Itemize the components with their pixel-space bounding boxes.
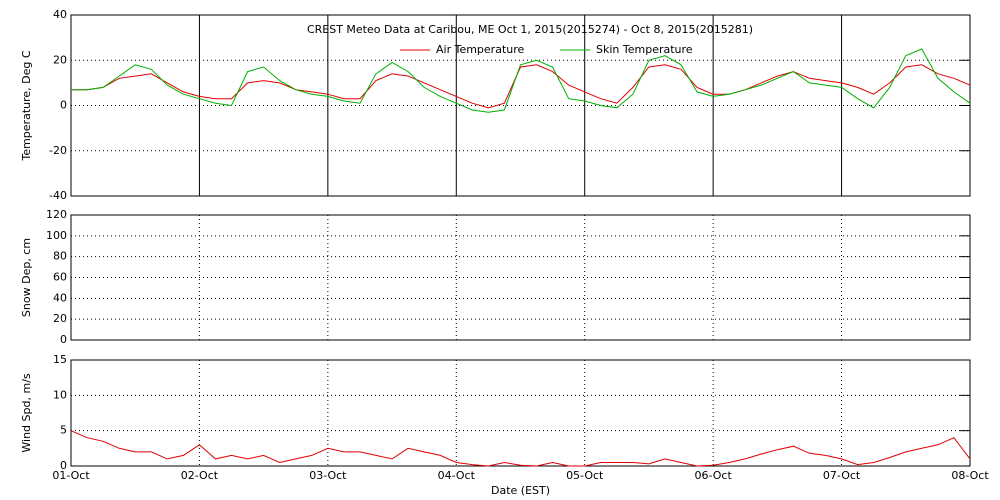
y-tick-label: 20 [53, 312, 67, 325]
y-tick-label: 40 [53, 291, 67, 304]
y-tick-label: 100 [46, 229, 67, 242]
x-tick-label: 03-Oct [309, 469, 347, 482]
y-axis-label: Temperature, Deg C [20, 50, 33, 161]
y-tick-label: 80 [53, 250, 67, 263]
y-tick-label: 0 [60, 333, 67, 346]
x-tick-label: 06-Oct [694, 469, 732, 482]
y-tick-label: 0 [60, 459, 67, 472]
y-tick-label: 120 [46, 208, 67, 221]
x-tick-label: 08-Oct [951, 469, 989, 482]
y-tick-label: 10 [53, 388, 67, 401]
legend-label: Air Temperature [436, 43, 525, 56]
y-tick-label: 40 [53, 8, 67, 21]
x-tick-label: 02-Oct [181, 469, 219, 482]
y-tick-label: 5 [60, 424, 67, 437]
chart-title: CREST Meteo Data at Caribou, ME Oct 1, 2… [307, 23, 753, 36]
y-tick-label: -40 [49, 189, 67, 202]
x-tick-label: 01-Oct [52, 469, 90, 482]
x-tick-label: 05-Oct [566, 469, 604, 482]
y-tick-label: 0 [60, 99, 67, 112]
plot-frame [70, 14, 971, 197]
x-tick-label: 04-Oct [438, 469, 476, 482]
plot-frame [70, 214, 971, 341]
plot-frame [70, 359, 971, 467]
series-line [71, 48, 971, 113]
y-tick-label: 60 [53, 271, 67, 284]
y-tick-label: -20 [49, 144, 67, 157]
x-axis-label: Date (EST) [491, 484, 550, 497]
series-line [71, 64, 971, 109]
legend-label: Skin Temperature [596, 43, 693, 56]
y-axis-label: Snow Dep, cm [20, 238, 33, 317]
y-tick-label: 20 [53, 53, 67, 66]
series-line [70, 430, 971, 467]
y-axis-label: Wind Spd, m/s [20, 373, 33, 453]
y-tick-label: 15 [53, 353, 67, 366]
x-tick-label: 07-Oct [823, 469, 861, 482]
